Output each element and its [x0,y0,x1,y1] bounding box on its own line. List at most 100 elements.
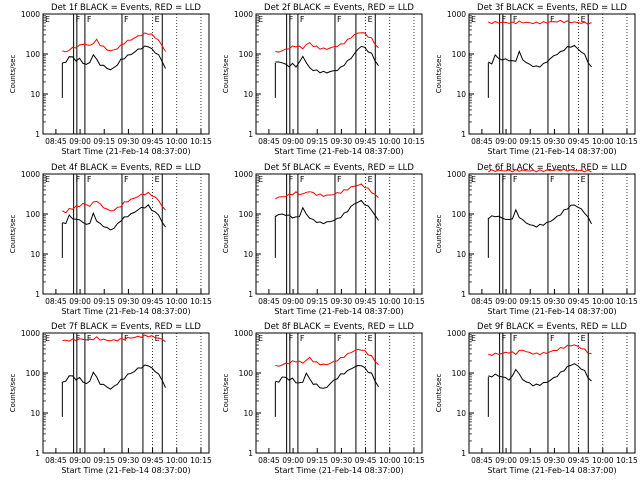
y-tick-label: 1 [461,290,466,299]
panel-det-4f: Det 4f BLACK = Events, RED = LLD 1 10 100 10… [9,163,212,316]
y-tick-label: 10 [456,250,466,259]
plot-frame [468,332,636,454]
flag-label: E [45,175,50,184]
x-tick-label: 10:00 [166,456,188,465]
x-tick-label: 08:45 [258,297,280,306]
flag-label: F [337,175,342,184]
x-tick-label: 10:00 [379,137,401,146]
lld-series-line [488,168,592,173]
lld-series-line [62,191,166,214]
plot-frame [42,13,210,135]
x-tick-label: 10:15 [190,297,212,306]
y-axis-label: Counts/sec [435,215,443,254]
x-tick-label: 09:30 [118,137,140,146]
flag-label: F [550,334,555,343]
x-tick-label: 10:15 [403,137,425,146]
x-tick-label: 09:30 [118,297,140,306]
x-tick-label: 10:00 [166,297,188,306]
y-axis-label: Counts/sec [222,215,230,254]
x-tick-label: 08:45 [258,137,280,146]
y-axis-label: Counts/sec [222,55,230,94]
x-tick-label: 08:45 [471,297,493,306]
y-axis-label: Counts/sec [9,55,17,94]
x-tick-label: 08:45 [471,456,493,465]
y-tick-label: 1 [35,130,40,139]
flag-label: F [513,15,518,24]
x-tick-label: 08:45 [45,137,67,146]
y-tick-label: 1 [248,449,253,458]
lld-series-line [275,32,379,53]
x-tick-label: 09:45 [568,456,590,465]
panel-det-3f: Det 3f BLACK = Events, RED = LLD 1 10 100 10… [435,3,638,156]
flag-label: F [87,175,92,184]
flag-label: E [368,334,373,343]
flag-label: E [258,175,263,184]
flag-label: F [337,334,342,343]
events-series-line [488,363,592,387]
y-tick-label: 10 [30,409,40,418]
flag-label: F [513,175,518,184]
flag-label: F [87,15,92,24]
x-tick-label: 10:00 [166,137,188,146]
x-axis-label: Start Time (21-Feb-14 08:37:00) [274,307,403,316]
events-series-line [275,199,379,225]
flag-label: F [513,334,518,343]
lld-series-line [62,334,166,343]
x-tick-label: 10:15 [616,297,638,306]
y-tick-label: 1 [35,290,40,299]
flag-label: E [155,15,160,24]
flag-label: E [45,15,50,24]
flag-label: E [471,175,476,184]
x-tick-label: 09:00 [69,297,91,306]
x-tick-label: 09:15 [93,456,115,465]
events-series-line [275,364,379,389]
y-tick-label: 100 [26,50,41,59]
y-tick-label: 10 [30,250,40,259]
panel-title: Det 8f BLACK = Events, RED = LLD [264,322,414,332]
y-tick-label: 100 [239,369,254,378]
events-series-line [488,44,592,68]
x-tick-label: 08:45 [258,456,280,465]
y-tick-label: 100 [452,210,467,219]
x-tick-label: 09:00 [282,456,304,465]
x-axis-label: Start Time (21-Feb-14 08:37:00) [61,466,190,475]
x-tick-label: 10:15 [403,456,425,465]
flag-label: F [300,334,305,343]
events-series-line [487,204,592,228]
x-tick-label: 10:00 [379,297,401,306]
x-tick-label: 09:30 [331,137,353,146]
x-axis-label: Start Time (21-Feb-14 08:37:00) [487,307,616,316]
panel-title: Det 7f BLACK = Events, RED = LLD [51,322,201,332]
x-axis-label: Start Time (21-Feb-14 08:37:00) [487,466,616,475]
lld-series-line [488,344,592,357]
x-tick-label: 10:15 [190,456,212,465]
y-tick-label: 100 [452,50,467,59]
flag-label: F [87,334,92,343]
flag-label: F [550,175,555,184]
flag-label: F [289,175,294,184]
y-tick-label: 1000 [447,10,466,19]
lld-series-line [275,183,379,200]
y-tick-label: 10 [456,409,466,418]
x-tick-label: 09:30 [544,297,566,306]
x-tick-label: 09:15 [93,137,115,146]
x-tick-label: 09:45 [355,297,377,306]
x-axis-label: Start Time (21-Feb-14 08:37:00) [487,147,616,156]
lld-series-line [488,19,592,25]
y-tick-label: 1000 [234,329,253,338]
flag-label: F [300,175,305,184]
x-tick-label: 09:45 [568,297,590,306]
y-tick-label: 1000 [234,10,253,19]
events-series-line [62,45,166,71]
plot-frame [255,332,423,454]
events-series-line [275,45,379,74]
flag-label: E [471,15,476,24]
x-tick-label: 08:45 [471,137,493,146]
plot-frame [255,173,423,295]
panel-title: Det 3f BLACK = Events, RED = LLD [477,3,627,13]
y-tick-label: 1000 [447,329,466,338]
x-tick-label: 09:45 [355,137,377,146]
flag-label: F [289,334,294,343]
flag-label: F [289,15,294,24]
